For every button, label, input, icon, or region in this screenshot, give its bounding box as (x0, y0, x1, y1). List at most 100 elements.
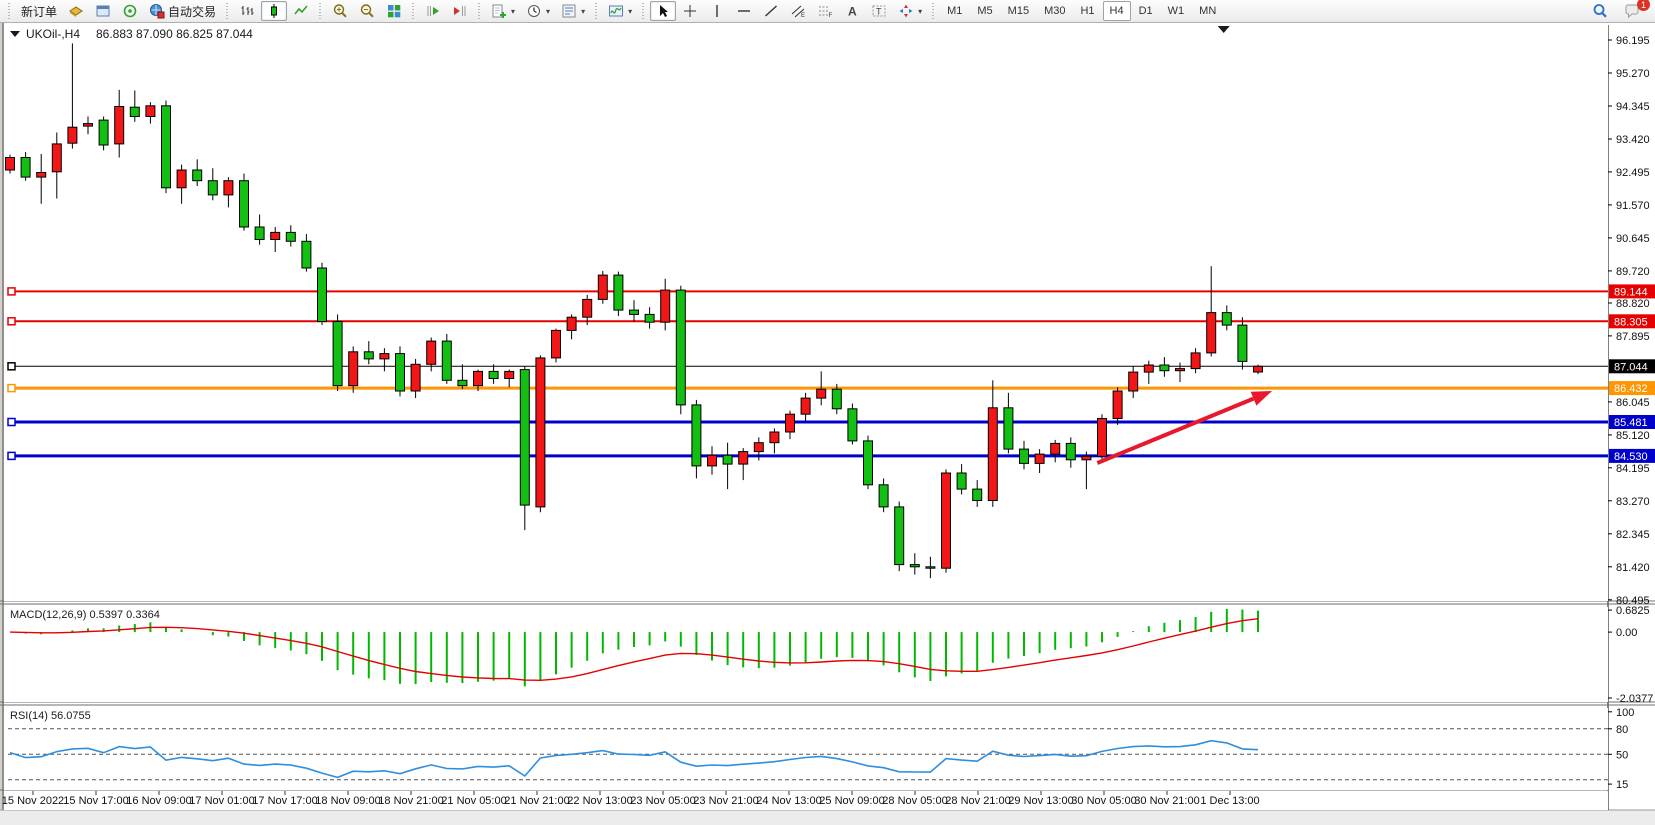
candle (972, 488, 983, 502)
search-button[interactable] (1587, 1, 1613, 21)
hline-handle[interactable] (7, 417, 16, 427)
chart-shift-icon (454, 6, 466, 16)
templates-button[interactable]: ▾ (556, 1, 590, 21)
timeframe-m30[interactable]: M30 (1044, 5, 1066, 17)
hline-handle[interactable] (7, 362, 16, 371)
timeframe-mn[interactable]: MN (1199, 5, 1217, 17)
chevron-down-icon[interactable]: ▾ (581, 6, 586, 16)
candle (785, 413, 795, 433)
toolbar-group-grip (318, 3, 324, 19)
chevron-down-icon[interactable]: ▾ (918, 6, 923, 16)
time-axis-label: 1 Dec 13:00 (1200, 795, 1259, 807)
hline-handle[interactable] (7, 383, 16, 393)
horizontal-line-tool-button[interactable] (731, 1, 757, 21)
timeframe-h1[interactable]: H1 (1080, 5, 1095, 17)
time-axis-label: 23 Nov 21:00 (693, 795, 758, 807)
price-tick-label: 91.570 (1616, 200, 1650, 212)
autoscroll-button[interactable] (420, 1, 446, 21)
new-order-button[interactable]: 新订单 (16, 1, 62, 21)
rsi-panel-area[interactable] (4, 708, 1608, 790)
text-tool-button[interactable]: A (839, 1, 865, 21)
candle (644, 313, 655, 323)
data-window-icon (96, 5, 110, 17)
cursor-tool-button[interactable] (650, 1, 677, 21)
zoom-out-button[interactable] (354, 1, 380, 21)
candle (457, 379, 468, 387)
candle (878, 484, 889, 508)
chevron-down-icon[interactable]: ▾ (511, 6, 516, 16)
candle (1128, 371, 1139, 392)
candle (863, 440, 873, 486)
chart-shift-marker[interactable] (1217, 26, 1230, 33)
price-axis[interactable]: 96.195 95.270 94.345 93.420 92.495 91.570 90.6… (1608, 35, 1650, 607)
svg-text:A: A (848, 5, 857, 19)
candle (223, 180, 234, 196)
candlestick-chart-button[interactable] (261, 1, 288, 21)
candle (535, 357, 546, 508)
rsi-axis[interactable]: 100 80 50 15 (1608, 707, 1634, 791)
hline-84.530[interactable]: 84.530 (7, 448, 1655, 463)
chart-title-ohlc: 86.883 87.090 86.825 87.044 (96, 27, 253, 41)
chart-shift-button[interactable] (447, 1, 473, 21)
new-chart-button[interactable]: ▾ (486, 1, 520, 21)
time-axis-label: 15 Nov 17:00 (63, 795, 128, 807)
candle (691, 404, 702, 467)
chart-collapse-icon[interactable] (10, 31, 20, 37)
timeframe-w1[interactable]: W1 (1167, 5, 1185, 17)
bar-chart-icon (241, 6, 254, 15)
timeframe-d1[interactable]: D1 (1138, 5, 1153, 17)
indicators-button[interactable]: ▾ (603, 1, 637, 21)
rsi-tick-label: 15 (1616, 779, 1628, 791)
window-border-left-light (0, 23, 2, 825)
chevron-down-icon[interactable]: ▾ (546, 6, 551, 16)
fibonacci-tool-button[interactable]: F (812, 1, 838, 21)
trend-arrow[interactable] (1096, 391, 1272, 465)
timeframe-m5[interactable]: M5 (977, 5, 993, 17)
price-badge-label: 85.481 (1614, 417, 1648, 429)
hline-handle[interactable] (7, 287, 16, 296)
periods-button[interactable]: ▾ (521, 1, 555, 21)
signals-button[interactable] (117, 1, 143, 21)
timeframe-m15[interactable]: M15 (1007, 5, 1030, 17)
candle (925, 566, 936, 569)
line-chart-button[interactable] (288, 1, 314, 21)
autoscroll-icon (427, 6, 440, 16)
chevron-down-icon[interactable]: ▾ (628, 6, 633, 16)
price-badge-label: 87.044 (1614, 361, 1648, 373)
price-tick-label: 92.495 (1616, 167, 1650, 179)
crosshair-tool-button[interactable] (677, 1, 703, 21)
bar-chart-button[interactable] (234, 1, 260, 21)
timeframe-h4[interactable]: H4 (1102, 1, 1131, 21)
autotrading-button[interactable]: 自动交易 (144, 1, 221, 21)
hline-87.044[interactable]: 87.044 (7, 359, 1655, 374)
time-axis-label: 21 Nov 05:00 (441, 795, 506, 807)
time-axis-label: 18 Nov 21:00 (378, 795, 443, 807)
chat-button[interactable]: 1 (1619, 0, 1650, 21)
hline-86.432[interactable]: 86.432 (7, 381, 1655, 396)
hline-85.481[interactable]: 85.481 (7, 415, 1655, 429)
zoom-in-button[interactable] (327, 1, 353, 21)
hline-handle[interactable] (7, 451, 16, 461)
tile-windows-button[interactable] (381, 1, 407, 21)
chart-plot-area[interactable] (4, 25, 1608, 601)
macd-tick-label: -2.0377 (1616, 693, 1653, 705)
candle (629, 309, 639, 315)
vertical-line-tool-button[interactable] (704, 1, 730, 21)
trendline-tool-button[interactable] (758, 1, 784, 21)
candle (1206, 312, 1217, 354)
market-watch-button[interactable] (63, 1, 89, 21)
hline-88.305[interactable]: 88.305 (7, 314, 1655, 329)
channel-tool-button[interactable]: E (785, 1, 811, 21)
hline-89.144[interactable]: 89.144 (7, 284, 1655, 299)
time-axis-label: 24 Nov 13:00 (756, 795, 821, 807)
cursor-icon (660, 5, 669, 17)
arrows-tool-button[interactable]: ▾ (893, 1, 927, 21)
text-label-tool-button[interactable]: T (866, 1, 892, 21)
timeframe-m1[interactable]: M1 (947, 5, 963, 17)
hline-handle[interactable] (7, 317, 16, 326)
price-tick-label: 90.645 (1616, 233, 1650, 245)
macd-axis[interactable]: 0.6825 0.00 -2.0377 (1608, 605, 1653, 705)
candle (909, 564, 920, 568)
data-window-button[interactable] (90, 1, 116, 21)
